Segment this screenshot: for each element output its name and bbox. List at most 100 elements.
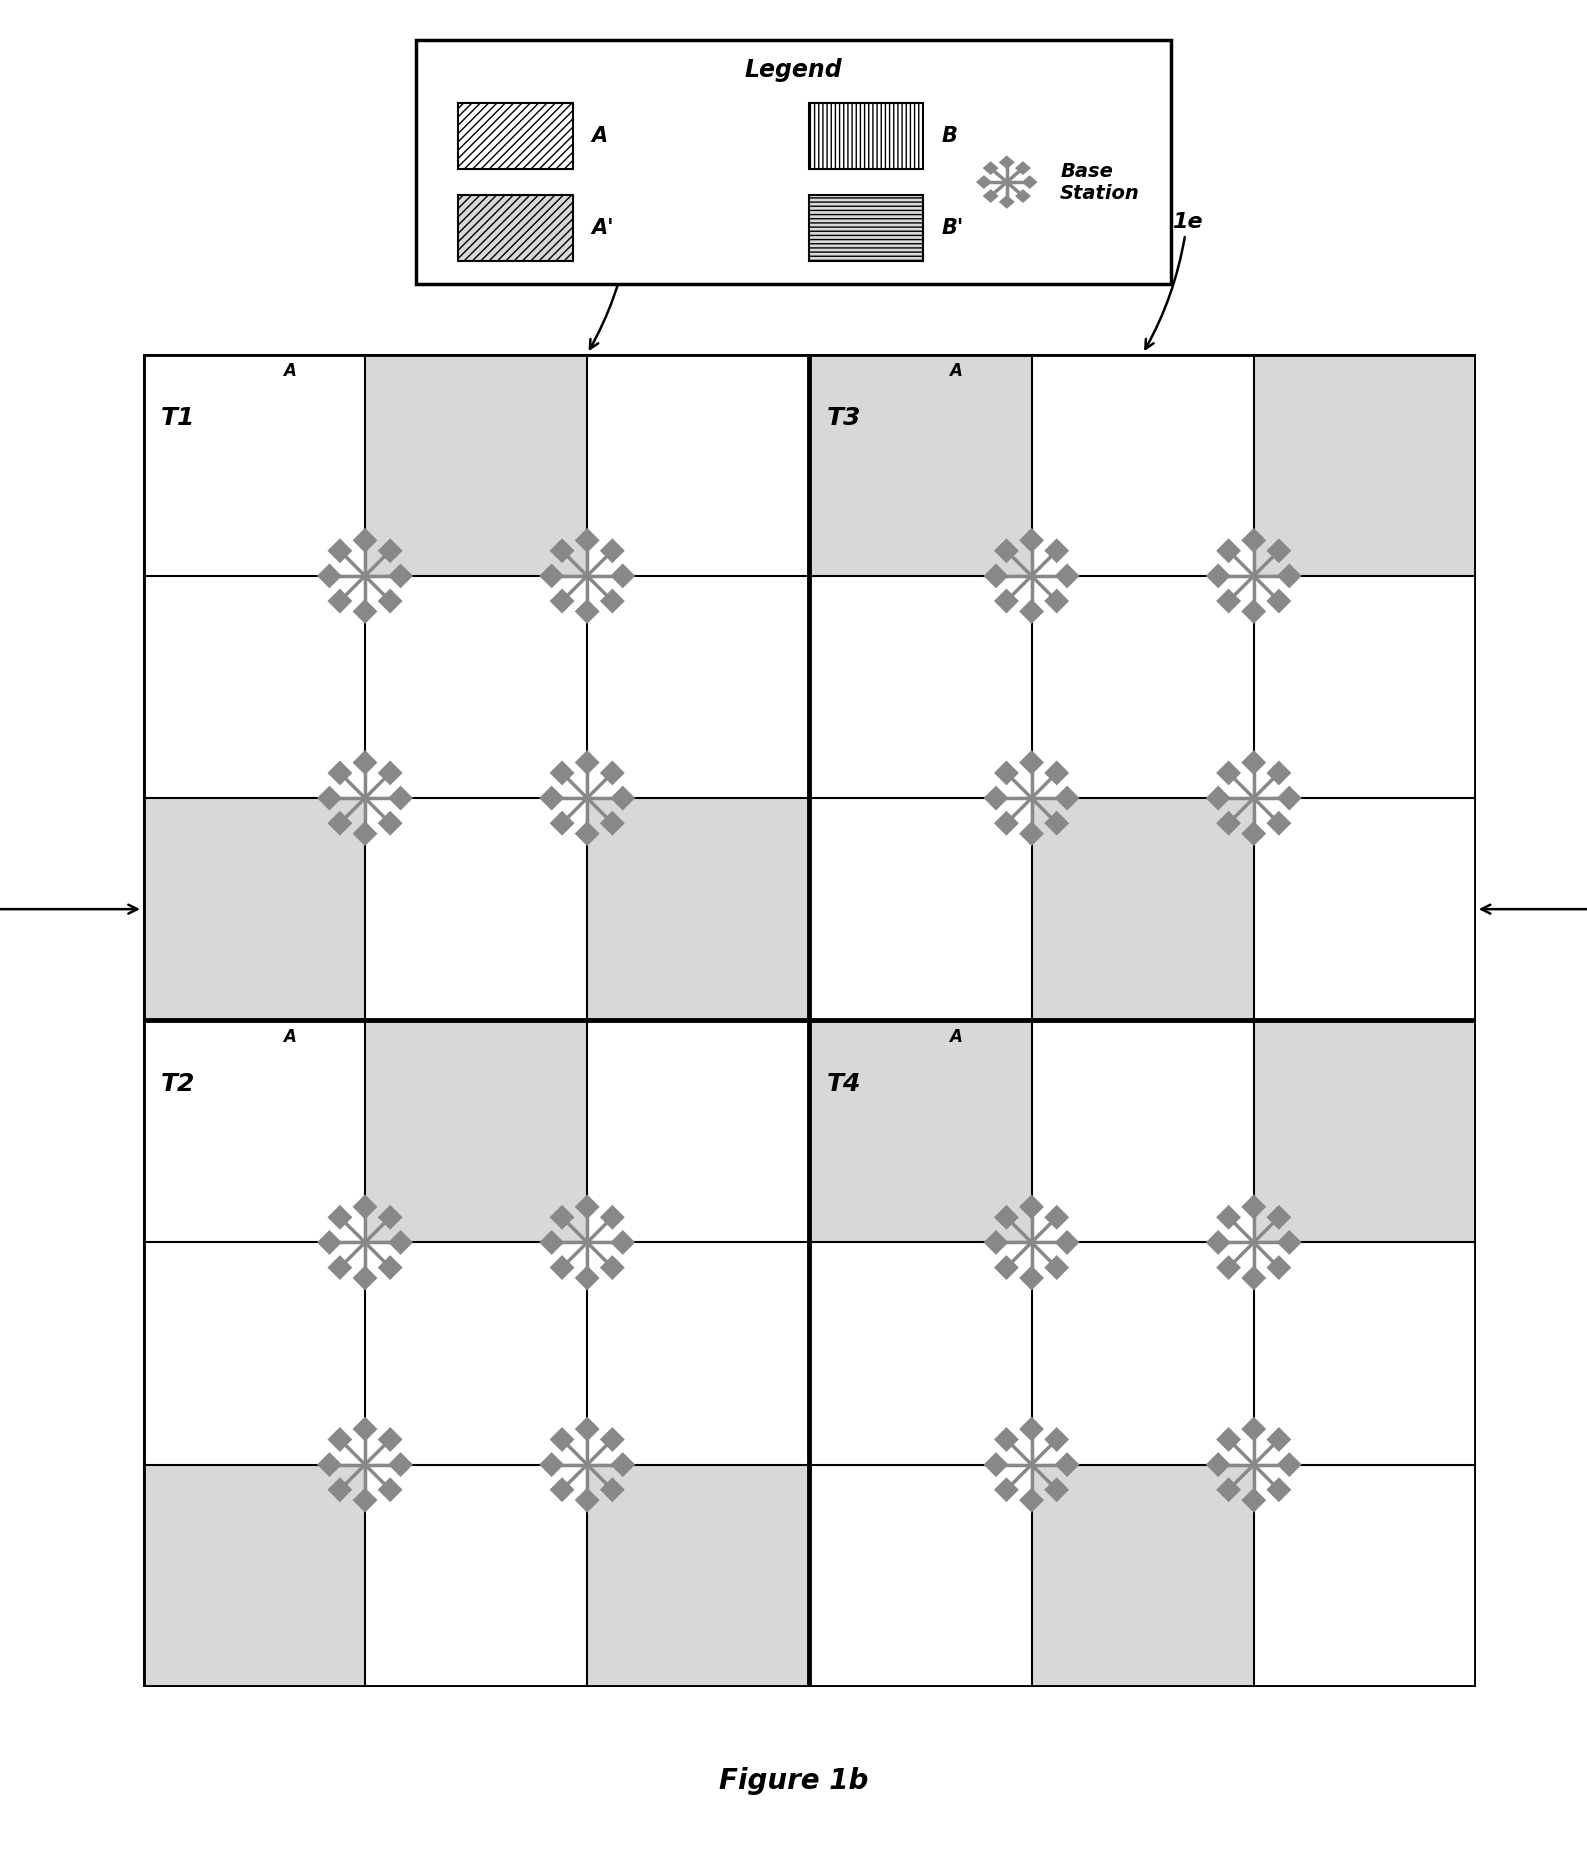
Polygon shape <box>389 564 413 588</box>
Bar <box>143 575 365 798</box>
Bar <box>1254 575 1476 798</box>
Polygon shape <box>1266 1206 1292 1230</box>
Polygon shape <box>1055 564 1079 588</box>
Polygon shape <box>1022 174 1038 189</box>
Polygon shape <box>1241 599 1266 623</box>
Polygon shape <box>993 1477 1019 1503</box>
Bar <box>1254 1243 1476 1465</box>
Bar <box>1032 1243 1254 1465</box>
Text: 1g: 1g <box>1482 900 1587 920</box>
Polygon shape <box>1019 599 1044 623</box>
Polygon shape <box>993 811 1019 835</box>
Polygon shape <box>1206 564 1230 588</box>
Bar <box>143 1020 365 1243</box>
Polygon shape <box>1216 811 1241 835</box>
Polygon shape <box>600 588 625 614</box>
Bar <box>587 1020 809 1243</box>
Polygon shape <box>984 564 1008 588</box>
Polygon shape <box>1044 588 1070 614</box>
Polygon shape <box>1241 1265 1266 1291</box>
Polygon shape <box>1216 1426 1241 1452</box>
Polygon shape <box>540 1230 563 1254</box>
Polygon shape <box>549 538 574 564</box>
Polygon shape <box>1266 1477 1292 1503</box>
Polygon shape <box>984 787 1008 811</box>
Polygon shape <box>327 1426 352 1452</box>
Bar <box>587 1243 809 1465</box>
Polygon shape <box>540 564 563 588</box>
Polygon shape <box>378 1206 403 1230</box>
Text: Base
Station: Base Station <box>1060 161 1139 202</box>
Polygon shape <box>1044 1477 1070 1503</box>
Polygon shape <box>611 564 635 588</box>
Polygon shape <box>540 787 563 811</box>
Polygon shape <box>1266 761 1292 785</box>
Polygon shape <box>389 787 413 811</box>
Polygon shape <box>1044 1206 1070 1230</box>
Polygon shape <box>976 174 992 189</box>
Polygon shape <box>352 599 378 623</box>
Bar <box>809 798 1032 1020</box>
Bar <box>1254 798 1476 1020</box>
Bar <box>587 1465 809 1686</box>
Polygon shape <box>317 787 341 811</box>
Polygon shape <box>1216 1206 1241 1230</box>
Polygon shape <box>378 1477 403 1503</box>
Polygon shape <box>327 1477 352 1503</box>
Bar <box>809 1243 1032 1465</box>
Bar <box>365 575 587 798</box>
Polygon shape <box>600 761 625 785</box>
Polygon shape <box>352 529 378 553</box>
Text: Figure 1b: Figure 1b <box>719 1766 868 1796</box>
Polygon shape <box>549 1477 574 1503</box>
Polygon shape <box>993 588 1019 614</box>
Polygon shape <box>549 1256 574 1280</box>
Polygon shape <box>317 564 341 588</box>
Bar <box>143 798 365 1020</box>
Polygon shape <box>317 1230 341 1254</box>
Polygon shape <box>1019 749 1044 775</box>
Polygon shape <box>600 1477 625 1503</box>
Polygon shape <box>1278 564 1301 588</box>
Polygon shape <box>327 588 352 614</box>
Text: A: A <box>949 1028 962 1046</box>
Polygon shape <box>1266 1426 1292 1452</box>
Bar <box>809 1465 1032 1686</box>
Polygon shape <box>540 1452 563 1477</box>
Polygon shape <box>984 1230 1008 1254</box>
Text: T3: T3 <box>827 406 862 430</box>
Polygon shape <box>993 538 1019 564</box>
Bar <box>809 195 924 262</box>
Polygon shape <box>549 1206 574 1230</box>
Text: B: B <box>943 126 959 147</box>
Polygon shape <box>600 538 625 564</box>
Polygon shape <box>327 1256 352 1280</box>
Polygon shape <box>378 1426 403 1452</box>
Bar <box>365 798 587 1020</box>
Polygon shape <box>389 1230 413 1254</box>
Text: A: A <box>282 1028 295 1046</box>
Bar <box>365 354 587 575</box>
Polygon shape <box>993 1206 1019 1230</box>
Bar <box>1254 354 1476 575</box>
Text: 1a: 1a <box>590 211 647 349</box>
Polygon shape <box>574 822 600 846</box>
Polygon shape <box>1216 538 1241 564</box>
Bar <box>809 104 924 169</box>
Text: A: A <box>949 362 962 380</box>
Bar <box>587 575 809 798</box>
Text: 1f: 1f <box>0 900 136 920</box>
Bar <box>1254 1465 1476 1686</box>
Polygon shape <box>1278 1452 1301 1477</box>
Polygon shape <box>1019 1417 1044 1441</box>
Polygon shape <box>378 811 403 835</box>
Polygon shape <box>1019 1488 1044 1512</box>
Polygon shape <box>549 761 574 785</box>
Polygon shape <box>1055 1230 1079 1254</box>
Polygon shape <box>998 195 1014 210</box>
Polygon shape <box>1241 1488 1266 1512</box>
Bar <box>809 354 1032 575</box>
Polygon shape <box>378 588 403 614</box>
Polygon shape <box>611 787 635 811</box>
Text: A': A' <box>592 219 614 237</box>
